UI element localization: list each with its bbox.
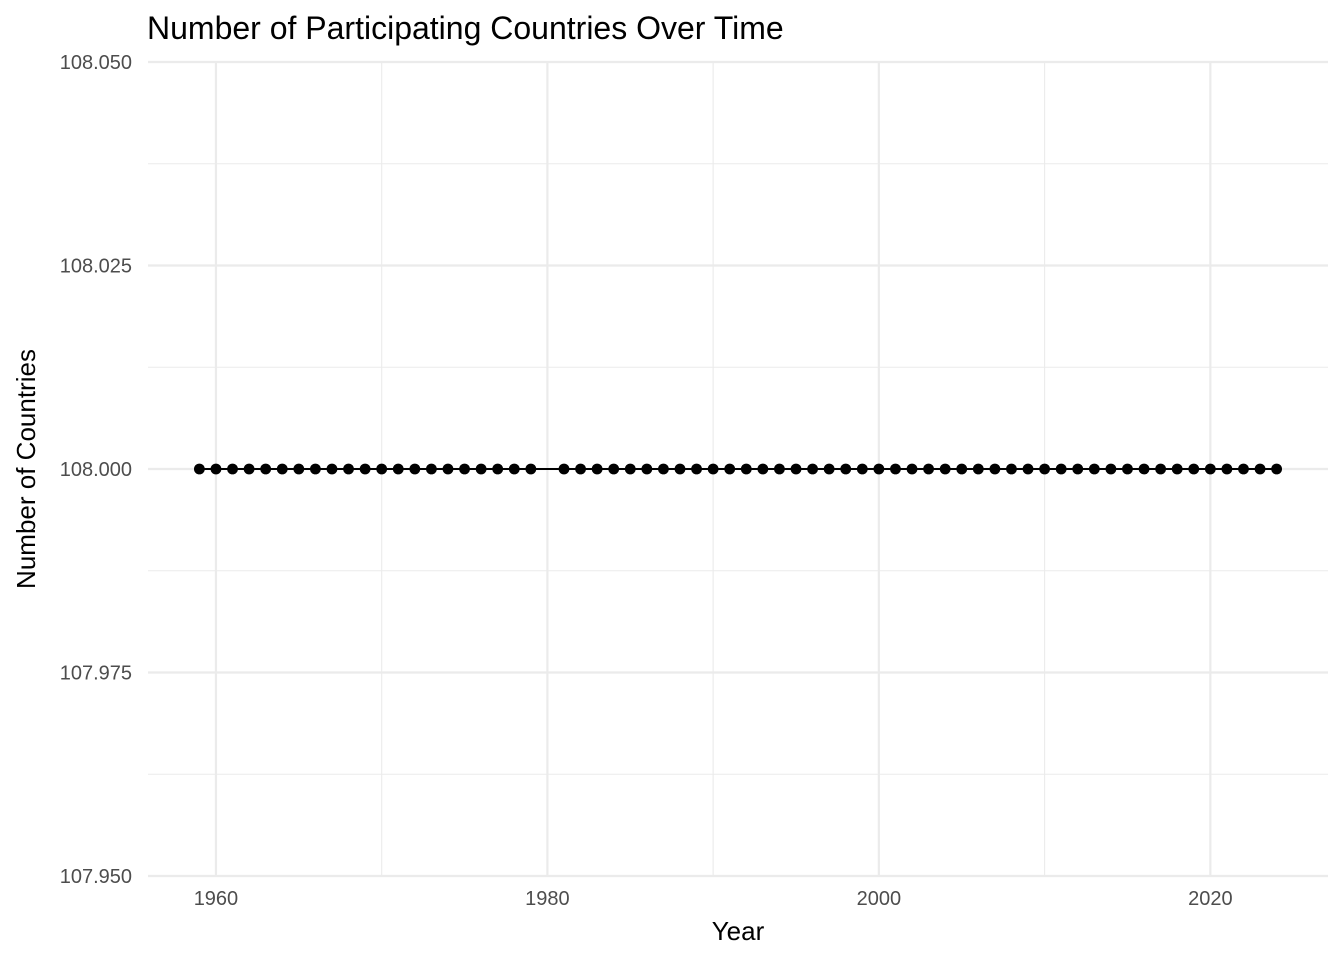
data-point xyxy=(359,463,371,475)
data-point xyxy=(1105,463,1117,475)
data-point xyxy=(724,463,736,475)
data-point xyxy=(1254,463,1266,475)
y-tick-label: 108.025 xyxy=(60,256,132,278)
data-point xyxy=(343,463,354,475)
chart-title: Number of Participating Countries Over T… xyxy=(147,10,784,46)
x-tick-label: 2000 xyxy=(857,888,902,910)
data-point xyxy=(243,463,255,475)
data-point xyxy=(326,463,338,475)
data-point xyxy=(873,463,885,475)
data-point xyxy=(591,463,603,475)
data-point xyxy=(691,463,702,475)
data-point xyxy=(193,463,205,475)
series-layer xyxy=(193,463,1283,475)
data-point xyxy=(376,463,388,475)
data-point xyxy=(508,463,520,475)
data-point xyxy=(1039,463,1051,475)
data-point xyxy=(276,463,288,475)
data-point xyxy=(475,463,487,475)
y-axis-tick-labels: 107.950 107.975 108.000 108.025 108.050 xyxy=(60,52,132,888)
y-tick-label: 107.975 xyxy=(60,663,132,685)
y-tick-label: 108.050 xyxy=(60,52,132,74)
data-point xyxy=(459,463,470,475)
data-point xyxy=(674,463,686,475)
data-point xyxy=(227,463,238,475)
data-point xyxy=(658,463,669,475)
data-point xyxy=(906,463,918,475)
data-point xyxy=(1122,463,1133,475)
x-tick-label: 1980 xyxy=(525,888,570,910)
data-point xyxy=(840,463,852,475)
y-tick-label: 107.950 xyxy=(60,866,132,888)
data-point xyxy=(525,463,537,475)
x-axis-title: Year xyxy=(712,916,765,946)
data-point xyxy=(425,463,437,475)
data-point xyxy=(1072,463,1084,475)
data-point xyxy=(1055,463,1067,475)
data-point xyxy=(558,463,570,475)
data-point xyxy=(442,463,454,475)
data-point xyxy=(856,463,868,475)
data-point xyxy=(757,463,769,475)
data-point xyxy=(1171,463,1183,475)
data-point xyxy=(1221,463,1233,475)
data-point xyxy=(1022,463,1034,475)
data-point xyxy=(1204,463,1216,475)
data-point xyxy=(608,463,620,475)
data-point xyxy=(707,463,719,475)
data-point xyxy=(1138,463,1150,475)
data-point xyxy=(641,463,653,475)
data-point xyxy=(575,463,586,475)
data-point xyxy=(774,463,785,475)
data-point xyxy=(1238,463,1249,475)
data-point xyxy=(989,463,1001,475)
x-axis-tick-labels: 1960 1980 2000 2020 xyxy=(194,888,1233,910)
data-point xyxy=(923,463,934,475)
data-point xyxy=(956,463,968,475)
data-point xyxy=(492,463,504,475)
y-axis-title: Number of Countries xyxy=(11,349,41,589)
data-point xyxy=(890,463,901,475)
data-point xyxy=(807,463,818,475)
data-point xyxy=(1006,463,1017,475)
data-point xyxy=(409,463,421,475)
data-point xyxy=(972,463,984,475)
x-tick-label: 2020 xyxy=(1188,888,1233,910)
x-tick-label: 1960 xyxy=(194,888,239,910)
data-point xyxy=(392,463,404,475)
data-point xyxy=(260,463,272,475)
y-tick-label: 108.000 xyxy=(60,459,132,481)
data-point xyxy=(1188,463,1200,475)
data-point xyxy=(740,463,752,475)
data-point xyxy=(790,463,802,475)
data-point xyxy=(1155,463,1167,475)
data-point xyxy=(939,463,951,475)
data-point xyxy=(293,463,305,475)
data-point xyxy=(309,463,321,475)
data-point xyxy=(210,463,222,475)
data-point xyxy=(1088,463,1100,475)
data-point xyxy=(1271,463,1283,475)
data-point xyxy=(823,463,835,475)
data-point xyxy=(624,463,636,475)
